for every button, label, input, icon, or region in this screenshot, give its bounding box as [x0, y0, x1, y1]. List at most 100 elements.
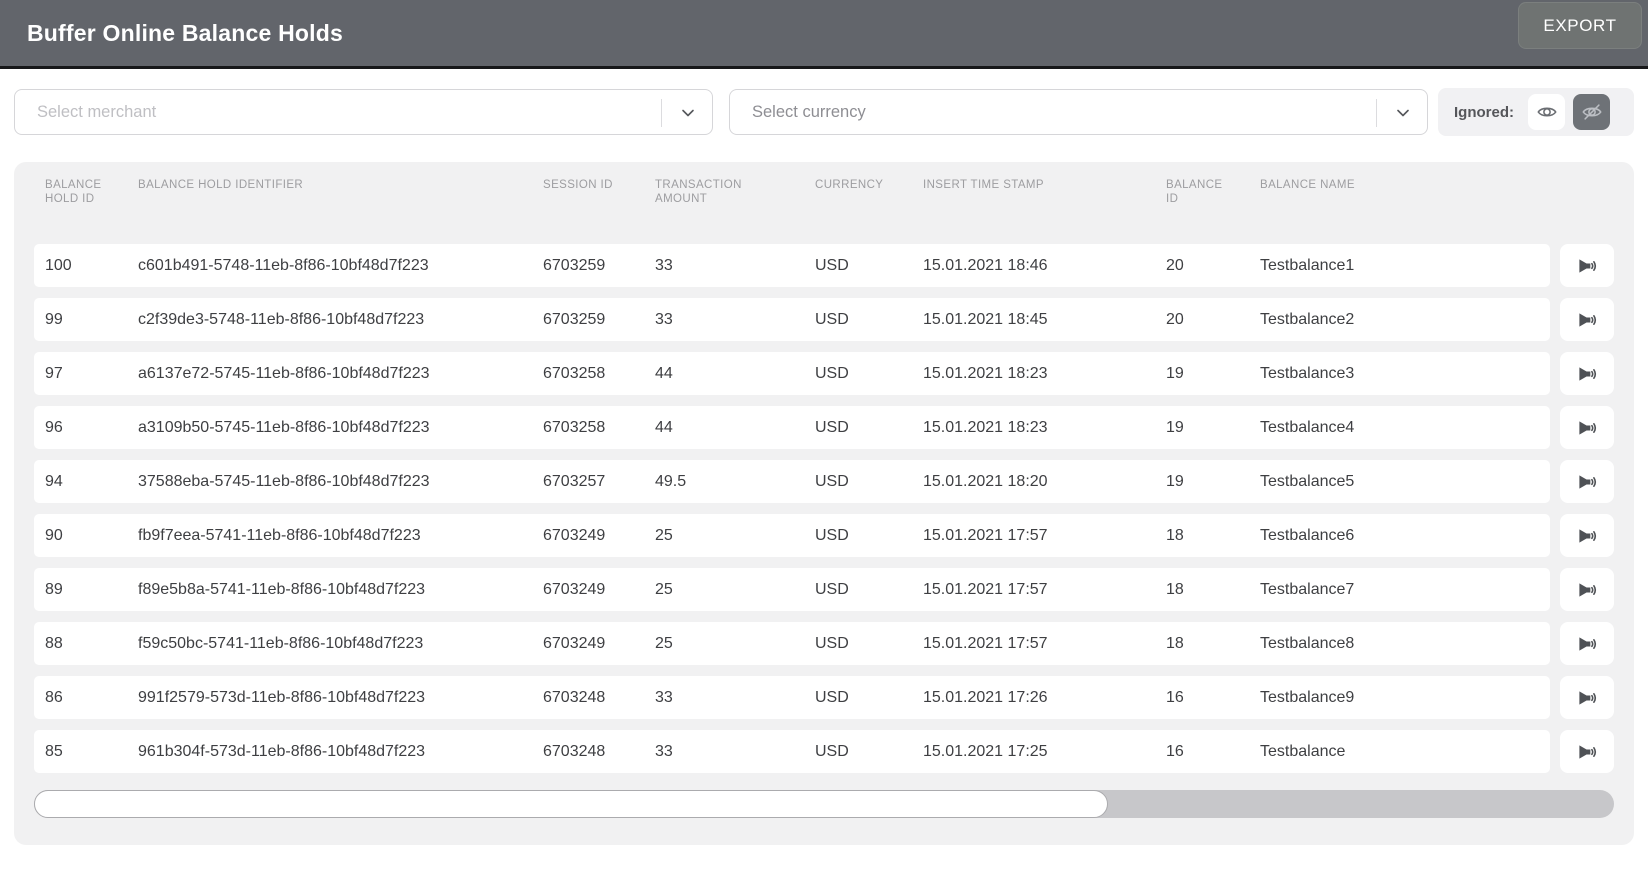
row-sound-button[interactable] — [1560, 676, 1614, 719]
cell-balance-id: 18 — [1166, 580, 1184, 598]
cell-balance-hold-id: 97 — [45, 364, 63, 382]
table-row-main[interactable]: 94 37588eba-5745-11eb-8f86-10bf48d7f223 … — [34, 460, 1550, 503]
table-body: 100 c601b491-5748-11eb-8f86-10bf48d7f223… — [34, 244, 1614, 773]
ignored-hide-button[interactable] — [1573, 94, 1610, 130]
volume-icon — [1577, 580, 1598, 600]
cell-transaction-amount: 44 — [655, 364, 673, 382]
cell-balance-id: 18 — [1166, 634, 1184, 652]
cell-session-id: 6703259 — [543, 256, 606, 274]
cell-balance-hold-id: 96 — [45, 418, 63, 436]
table-row-main[interactable]: 86 991f2579-573d-11eb-8f86-10bf48d7f223 … — [34, 676, 1550, 719]
table-row-main[interactable]: 100 c601b491-5748-11eb-8f86-10bf48d7f223… — [34, 244, 1550, 287]
cell-insert-time-stamp: 15.01.2021 17:26 — [923, 688, 1048, 706]
cell-insert-time-stamp: 15.01.2021 17:57 — [923, 634, 1048, 652]
cell-session-id: 6703258 — [543, 418, 606, 436]
cell-session-id: 6703258 — [543, 364, 606, 382]
cell-currency: USD — [815, 256, 849, 274]
row-sound-button[interactable] — [1560, 460, 1614, 503]
page-title: Buffer Online Balance Holds — [27, 19, 343, 46]
cell-balance-hold-id: 86 — [45, 688, 63, 706]
cell-balance-hold-identifier: c2f39de3-5748-11eb-8f86-10bf48d7f223 — [138, 310, 425, 328]
row-sound-button[interactable] — [1560, 406, 1614, 449]
cell-balance-hold-id: 100 — [45, 256, 72, 274]
top-bar: Buffer Online Balance Holds EXPORT — [0, 0, 1648, 69]
cell-session-id: 6703259 — [543, 310, 606, 328]
row-sound-button[interactable] — [1560, 568, 1614, 611]
currency-select[interactable]: Select currency — [729, 89, 1428, 135]
volume-icon — [1577, 634, 1598, 654]
cell-balance-id: 19 — [1166, 472, 1184, 490]
table-row-main[interactable]: 99 c2f39de3-5748-11eb-8f86-10bf48d7f223 … — [34, 298, 1550, 341]
cell-session-id: 6703248 — [543, 742, 606, 760]
cell-insert-time-stamp: 15.01.2021 18:45 — [923, 310, 1048, 328]
select-divider — [1376, 99, 1377, 127]
cell-session-id: 6703249 — [543, 634, 606, 652]
cell-balance-name: Testbalance8 — [1260, 634, 1355, 652]
table-header-row: BALANCE HOLD ID BALANCE HOLD IDENTIFIER … — [34, 162, 1614, 244]
cell-balance-name: Testbalance — [1260, 742, 1346, 760]
row-sound-button[interactable] — [1560, 352, 1614, 395]
column-header-balance-hold-id: BALANCE HOLD ID — [45, 179, 102, 205]
eye-off-icon — [1581, 101, 1603, 123]
cell-currency: USD — [815, 364, 849, 382]
balance-holds-table: BALANCE HOLD ID BALANCE HOLD IDENTIFIER … — [14, 162, 1634, 845]
cell-transaction-amount: 49.5 — [655, 472, 687, 490]
cell-balance-hold-identifier: 37588eba-5745-11eb-8f86-10bf48d7f223 — [138, 472, 430, 490]
cell-currency: USD — [815, 310, 849, 328]
volume-icon — [1577, 418, 1598, 438]
cell-balance-hold-identifier: 961b304f-573d-11eb-8f86-10bf48d7f223 — [138, 742, 426, 760]
cell-currency: USD — [815, 688, 849, 706]
volume-icon — [1577, 310, 1598, 330]
cell-balance-id: 16 — [1166, 688, 1184, 706]
volume-icon — [1577, 472, 1598, 492]
cell-balance-name: Testbalance3 — [1260, 364, 1355, 382]
cell-transaction-amount: 33 — [655, 256, 673, 274]
chevron-down-icon — [679, 105, 697, 121]
volume-icon — [1577, 526, 1598, 546]
table-row: 97 a6137e72-5745-11eb-8f86-10bf48d7f223 … — [34, 352, 1614, 395]
cell-balance-hold-identifier: f89e5b8a-5741-11eb-8f86-10bf48d7f223 — [138, 580, 426, 598]
table-row-main[interactable]: 88 f59c50bc-5741-11eb-8f86-10bf48d7f223 … — [34, 622, 1550, 665]
row-sound-button[interactable] — [1560, 514, 1614, 557]
table-row-main[interactable]: 97 a6137e72-5745-11eb-8f86-10bf48d7f223 … — [34, 352, 1550, 395]
cell-currency: USD — [815, 634, 849, 652]
cell-balance-name: Testbalance7 — [1260, 580, 1355, 598]
export-button[interactable]: EXPORT — [1518, 2, 1642, 49]
ignored-label: Ignored: — [1454, 103, 1514, 121]
row-sound-button[interactable] — [1560, 730, 1614, 773]
table-row-main[interactable]: 89 f89e5b8a-5741-11eb-8f86-10bf48d7f223 … — [34, 568, 1550, 611]
volume-icon — [1577, 688, 1598, 708]
cell-currency: USD — [815, 418, 849, 436]
table-row: 94 37588eba-5745-11eb-8f86-10bf48d7f223 … — [34, 460, 1614, 503]
table-row: 96 a3109b50-5745-11eb-8f86-10bf48d7f223 … — [34, 406, 1614, 449]
cell-session-id: 6703249 — [543, 580, 606, 598]
merchant-select[interactable]: Select merchant — [14, 89, 713, 135]
column-header-currency: CURRENCY — [815, 179, 884, 191]
horizontal-scrollbar[interactable] — [34, 790, 1614, 818]
cell-currency: USD — [815, 526, 849, 544]
cell-balance-hold-identifier: f59c50bc-5741-11eb-8f86-10bf48d7f223 — [138, 634, 424, 652]
chevron-down-icon — [1394, 105, 1412, 121]
select-divider — [661, 99, 662, 127]
cell-balance-id: 18 — [1166, 526, 1184, 544]
ignored-show-button[interactable] — [1528, 94, 1565, 130]
table-row-main[interactable]: 90 fb9f7eea-5741-11eb-8f86-10bf48d7f223 … — [34, 514, 1550, 557]
cell-balance-hold-identifier: fb9f7eea-5741-11eb-8f86-10bf48d7f223 — [138, 526, 421, 544]
table-row-main[interactable]: 96 a3109b50-5745-11eb-8f86-10bf48d7f223 … — [34, 406, 1550, 449]
cell-balance-hold-identifier: a3109b50-5745-11eb-8f86-10bf48d7f223 — [138, 418, 430, 436]
row-sound-button[interactable] — [1560, 622, 1614, 665]
cell-balance-name: Testbalance6 — [1260, 526, 1355, 544]
cell-balance-hold-id: 88 — [45, 634, 63, 652]
cell-balance-id: 19 — [1166, 418, 1184, 436]
filters-bar: Select merchant Select currency Ignored: — [0, 88, 1648, 136]
cell-currency: USD — [815, 742, 849, 760]
table-row: 85 961b304f-573d-11eb-8f86-10bf48d7f223 … — [34, 730, 1614, 773]
cell-transaction-amount: 25 — [655, 634, 673, 652]
row-sound-button[interactable] — [1560, 298, 1614, 341]
row-sound-button[interactable] — [1560, 244, 1614, 287]
table-row-main[interactable]: 85 961b304f-573d-11eb-8f86-10bf48d7f223 … — [34, 730, 1550, 773]
volume-icon — [1577, 256, 1598, 276]
table-row: 86 991f2579-573d-11eb-8f86-10bf48d7f223 … — [34, 676, 1614, 719]
cell-insert-time-stamp: 15.01.2021 17:57 — [923, 580, 1048, 598]
scrollbar-thumb[interactable] — [34, 790, 1109, 818]
